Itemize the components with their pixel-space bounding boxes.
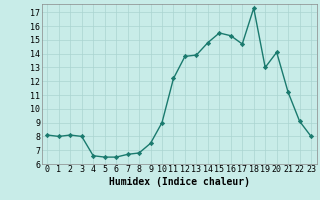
X-axis label: Humidex (Indice chaleur): Humidex (Indice chaleur) <box>109 177 250 187</box>
